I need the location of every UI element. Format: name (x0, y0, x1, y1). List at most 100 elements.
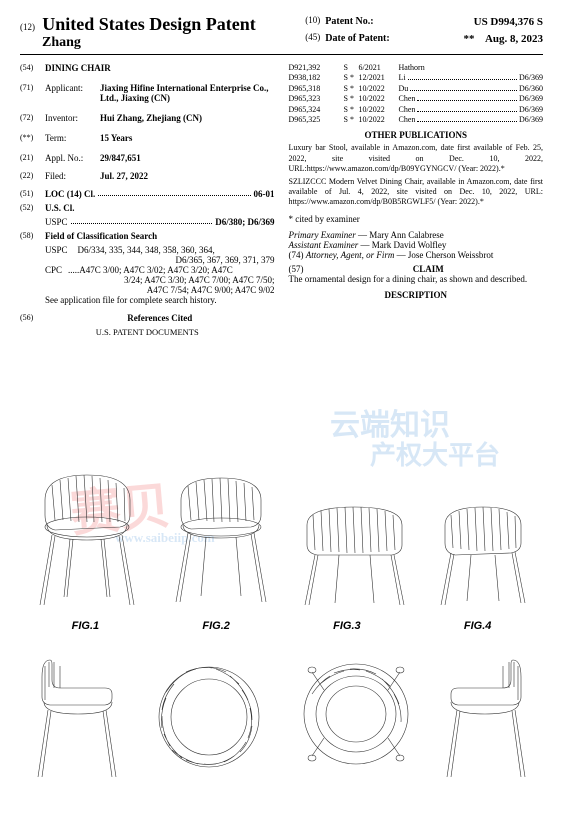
cpc3: A47C 7/54; A47C 9/00; A47C 9/02 (45, 285, 275, 295)
prim-ex-label: Primary Examiner (289, 230, 356, 240)
code-72: (72) (20, 113, 45, 122)
code-57: (57) (289, 264, 314, 274)
applicant: Jiaxing Hifine International Enterprise … (100, 83, 275, 103)
prim-ex-val: — Mary Ann Calabrese (356, 230, 444, 240)
patent-number: US D994,376 S (374, 14, 543, 31)
cpc2: 3/24; A47C 3/30; A47C 7/00; A47C 7/50; (45, 275, 275, 285)
label-applno: Appl. No.: (45, 153, 100, 163)
code-10: (10) (305, 14, 325, 31)
label-date-patent: Date of Patent: (325, 31, 389, 48)
code-term: (**) (20, 133, 45, 142)
asst-ex-val: — Mark David Wolfley (358, 240, 446, 250)
right-column: D921,392S6/2021HathornD938,182S *12/2021… (289, 63, 544, 337)
claim-text: The ornamental design for a dining chair… (289, 274, 544, 286)
other-pub-2: SZLIZCCC Modern Velvet Dining Chair, ava… (289, 177, 544, 208)
atty-val: — Jose Cherson Weissbrot (394, 250, 493, 260)
label-fos: Field of Classification Search (45, 231, 157, 241)
citation-row: D938,182S *12/2021LiD6/369 (289, 73, 544, 83)
desc-head: DESCRIPTION (289, 290, 544, 300)
uspc2-a: D6/334, 335, 344, 348, 358, 360, 364, (78, 245, 215, 255)
code-54: (54) (20, 63, 45, 72)
fig-3-drawing (297, 495, 412, 610)
figures-area: FIG.1 FIG.2 FIG.3 FIG.4 (20, 445, 543, 782)
code-12: (12) (20, 22, 40, 32)
stars: ** (464, 33, 475, 45)
fig-4-label: FIG.4 (464, 620, 492, 632)
term: 15 Years (100, 133, 275, 143)
chair-side-right-icon (438, 642, 533, 782)
patent-title: United States Design Patent (42, 14, 256, 34)
header-left: (12) United States Design Patent Zhang (20, 14, 305, 51)
other-pubs-head: OTHER PUBLICATIONS (289, 130, 544, 140)
watermark-text-1: 云端知识 (330, 400, 450, 444)
uspc-val: D6/380; D6/369 (215, 217, 274, 227)
cpc1: A47C 3/00; A47C 3/02; A47C 3/20; A47C (79, 265, 233, 275)
label-loc: LOC (14) Cl. (45, 189, 95, 199)
uspc-label: USPC (45, 217, 68, 227)
chair-bottom-icon (294, 652, 419, 782)
left-column: (54) DINING CHAIR (71) Applicant: Jiaxin… (20, 63, 275, 337)
chair-side-icon (30, 642, 125, 782)
chair-front-angle-icon (166, 450, 276, 610)
fig-1-label: FIG.1 (72, 620, 100, 632)
patent-header: (12) United States Design Patent Zhang (… (20, 14, 543, 55)
other-pub-1: Luxury bar Stool, available in Amazon.co… (289, 143, 544, 174)
dots (71, 217, 213, 224)
refs-cited: References Cited (45, 313, 275, 323)
date-val: Aug. 8, 2023 (485, 33, 543, 45)
label-applicant: Applicant: (45, 83, 100, 93)
fig-8-drawing (438, 642, 533, 782)
label-filed: Filed: (45, 171, 100, 181)
atty-label: Attorney, Agent, or Firm (306, 250, 395, 260)
code-21: (21) (20, 153, 45, 162)
chair-top-icon (144, 652, 274, 782)
uspc2-b: D6/365, 367, 369, 371, 379 (45, 255, 275, 265)
label-inventor: Inventor: (45, 113, 100, 123)
citation-row: D965,318S *10/2022DuD6/360 (289, 84, 544, 94)
fig-2-drawing (166, 450, 276, 610)
header-right: (10) Patent No.: US D994,376 S (45) Date… (305, 14, 543, 51)
uspc2-label: USPC (45, 245, 68, 255)
code-51: (51) (20, 189, 45, 198)
cited-by-examiner: * cited by examiner (289, 214, 544, 224)
citations-table: D921,392S6/2021HathornD938,182S *12/2021… (289, 63, 544, 125)
dots (98, 189, 250, 196)
citation-row: D965,324S *10/2022ChenD6/369 (289, 105, 544, 115)
body-columns: (54) DINING CHAIR (71) Applicant: Jiaxin… (20, 63, 543, 337)
fig-3-label: FIG.3 (333, 620, 361, 632)
applno: 29/847,651 (100, 153, 275, 163)
fig-4-drawing (433, 495, 533, 610)
label-patent-no: Patent No.: (325, 14, 373, 31)
chair-perspective-icon (30, 445, 145, 610)
figure-row-1 (20, 445, 543, 610)
usdocs-head: U.S. PATENT DOCUMENTS (20, 327, 275, 337)
see-app: See application file for complete search… (45, 295, 275, 305)
code-45: (45) (305, 31, 325, 48)
code-22: (22) (20, 171, 45, 180)
chair-rear-angle-icon (433, 495, 533, 610)
inventor-surname: Zhang (20, 35, 305, 51)
code-56: (56) (20, 313, 45, 322)
fig-labels-row: FIG.1 FIG.2 FIG.3 FIG.4 (20, 614, 543, 632)
citation-row: D965,323S *10/2022ChenD6/369 (289, 94, 544, 104)
citation-row: D921,392S6/2021Hathorn (289, 63, 544, 73)
chair-rear-icon (297, 495, 412, 610)
citation-row: D965,325S *10/2022ChenD6/369 (289, 115, 544, 125)
fig-6-drawing (144, 652, 274, 782)
code-74: (74) (289, 250, 304, 260)
inventor: Hui Zhang, Zhejiang (CN) (100, 113, 275, 123)
cpc-label: CPC (45, 265, 62, 275)
label-term: Term: (45, 133, 100, 143)
fig-7-drawing (294, 652, 419, 782)
fig-5-drawing (30, 642, 125, 782)
code-52: (52) (20, 203, 45, 212)
code-58: (58) (20, 231, 45, 240)
claim-head: CLAIM (314, 264, 544, 274)
label-uscl: U.S. Cl. (45, 203, 75, 213)
title-54: DINING CHAIR (45, 63, 111, 73)
code-71: (71) (20, 83, 45, 92)
figure-row-2 (20, 642, 543, 782)
asst-ex-label: Assistant Examiner (289, 240, 359, 250)
loc-val: 06-01 (254, 189, 275, 199)
fig-2-label: FIG.2 (202, 620, 230, 632)
